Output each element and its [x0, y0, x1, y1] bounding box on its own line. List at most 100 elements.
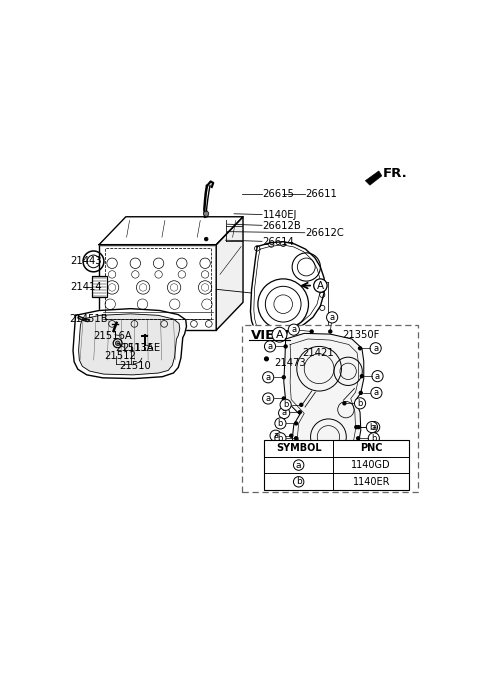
Circle shape: [358, 454, 369, 464]
Circle shape: [359, 347, 361, 349]
Circle shape: [343, 402, 346, 405]
Circle shape: [272, 327, 287, 342]
Text: a: a: [282, 408, 287, 418]
Text: a: a: [375, 372, 380, 381]
Circle shape: [275, 433, 286, 444]
Circle shape: [275, 418, 286, 429]
Polygon shape: [79, 314, 180, 375]
Circle shape: [284, 345, 287, 348]
Circle shape: [368, 433, 379, 444]
Text: b: b: [357, 399, 363, 408]
Text: a: a: [296, 460, 301, 470]
Text: A: A: [276, 330, 283, 339]
Circle shape: [366, 422, 378, 433]
Text: b: b: [283, 400, 288, 409]
Text: a: a: [265, 394, 271, 403]
Text: a: a: [291, 325, 296, 334]
Circle shape: [263, 372, 274, 383]
Circle shape: [372, 370, 383, 382]
Text: b: b: [364, 446, 369, 455]
Circle shape: [349, 449, 352, 452]
Circle shape: [357, 437, 360, 440]
Text: b: b: [296, 477, 301, 486]
Text: b: b: [278, 419, 283, 428]
Circle shape: [282, 397, 285, 400]
Polygon shape: [216, 217, 243, 330]
Circle shape: [290, 434, 293, 437]
Circle shape: [295, 448, 298, 450]
Text: 21115E: 21115E: [122, 343, 161, 353]
Text: a: a: [273, 431, 278, 440]
Text: 21443: 21443: [71, 256, 102, 266]
Text: b: b: [371, 434, 376, 443]
Text: 1140EJ: 1140EJ: [263, 210, 297, 220]
Text: 21512: 21512: [104, 352, 136, 361]
Polygon shape: [99, 217, 243, 245]
Text: 26615: 26615: [263, 189, 295, 199]
Text: 26612C: 26612C: [305, 228, 344, 239]
Polygon shape: [207, 181, 213, 187]
Text: a: a: [361, 455, 366, 464]
Circle shape: [273, 449, 284, 460]
FancyBboxPatch shape: [264, 440, 409, 490]
Polygon shape: [365, 171, 382, 185]
Circle shape: [371, 387, 382, 398]
Text: 21414: 21414: [71, 283, 102, 293]
Text: 21451B: 21451B: [69, 314, 108, 324]
Circle shape: [370, 343, 381, 354]
Circle shape: [355, 426, 358, 429]
Circle shape: [326, 312, 338, 323]
Text: 26611: 26611: [305, 189, 337, 199]
Circle shape: [310, 330, 313, 333]
Text: a: a: [276, 450, 281, 459]
Text: 1140GD: 1140GD: [351, 460, 391, 470]
Circle shape: [275, 443, 286, 454]
Polygon shape: [284, 333, 364, 460]
Text: FR.: FR.: [383, 167, 408, 180]
Circle shape: [270, 430, 281, 441]
Text: a: a: [265, 372, 271, 382]
Circle shape: [354, 397, 366, 409]
Text: a: a: [330, 313, 335, 322]
Circle shape: [347, 458, 349, 460]
Circle shape: [300, 404, 303, 406]
Circle shape: [295, 422, 298, 425]
Text: 21350F: 21350F: [343, 330, 380, 339]
Text: a: a: [372, 422, 377, 431]
Circle shape: [293, 477, 304, 487]
Circle shape: [282, 376, 285, 379]
Circle shape: [264, 357, 268, 361]
Circle shape: [360, 375, 363, 378]
Text: b: b: [278, 444, 283, 453]
Circle shape: [295, 437, 298, 440]
Polygon shape: [78, 316, 90, 322]
FancyBboxPatch shape: [92, 276, 107, 297]
Circle shape: [293, 460, 304, 470]
Text: 21421: 21421: [302, 348, 334, 358]
Circle shape: [204, 237, 208, 241]
Text: 21516A: 21516A: [94, 331, 132, 341]
Circle shape: [369, 422, 380, 433]
Text: 26614: 26614: [263, 237, 295, 247]
Circle shape: [115, 341, 120, 345]
Text: 21513A: 21513A: [115, 343, 154, 353]
Circle shape: [329, 330, 332, 333]
Text: PNC: PNC: [360, 443, 383, 454]
Text: A: A: [317, 281, 324, 291]
Circle shape: [204, 211, 209, 216]
Circle shape: [357, 426, 360, 429]
Text: 1140ER: 1140ER: [352, 477, 390, 487]
Circle shape: [288, 324, 300, 335]
Circle shape: [264, 341, 276, 352]
Text: a: a: [374, 389, 379, 397]
FancyBboxPatch shape: [242, 324, 418, 492]
Circle shape: [278, 408, 290, 418]
Text: 21510: 21510: [120, 360, 151, 370]
Text: a: a: [267, 342, 273, 351]
Circle shape: [314, 279, 327, 292]
Text: b: b: [278, 434, 283, 443]
Polygon shape: [251, 242, 324, 334]
Circle shape: [298, 411, 301, 414]
Circle shape: [361, 445, 372, 456]
Text: 21473: 21473: [274, 358, 306, 368]
